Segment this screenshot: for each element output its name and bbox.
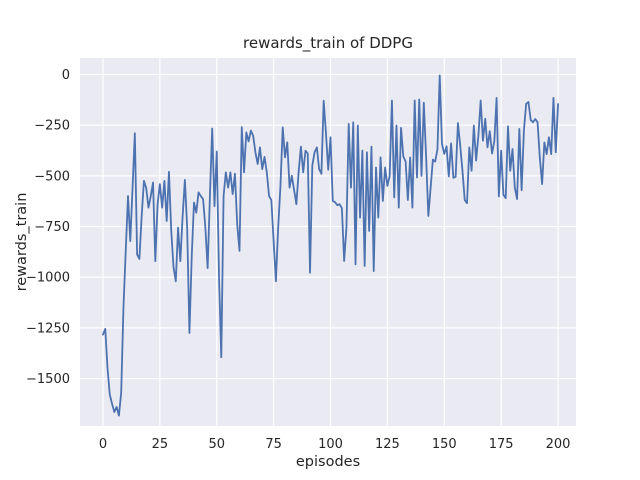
x-tick-label: 75 (265, 437, 282, 452)
series-line-rewards_train (102, 74, 559, 417)
x-tick-label: 25 (152, 437, 169, 452)
chart-title: rewards_train of DDPG (243, 34, 413, 53)
x-tick-label: 175 (489, 437, 514, 452)
y-tick-label: −750 (34, 220, 70, 235)
series-group (102, 74, 559, 417)
x-tick-label: 200 (546, 437, 571, 452)
plot-area (80, 58, 576, 426)
y-tick-label: −1500 (26, 372, 70, 387)
y-tick-label: −1250 (26, 321, 70, 336)
y-tick-label: 0 (62, 68, 70, 83)
y-axis-label: rewards_train (14, 193, 30, 292)
y-tick-label: −250 (34, 119, 70, 134)
x-tick-label: 50 (208, 437, 225, 452)
x-tick-label: 125 (375, 437, 400, 452)
x-tick-label: 150 (432, 437, 457, 452)
y-tick-label: −500 (34, 169, 70, 184)
x-tick-label: 100 (318, 437, 343, 452)
y-tick-label: −1000 (26, 271, 70, 286)
x-tick-labels: 0 25 50 75 100 125 150 175 200 (99, 437, 571, 452)
x-axis-label: episodes (296, 454, 360, 470)
y-tick-labels: 0 −250 −500 −750 −1000 −1250 −1500 (26, 68, 70, 387)
x-tick-label: 0 (99, 437, 107, 452)
